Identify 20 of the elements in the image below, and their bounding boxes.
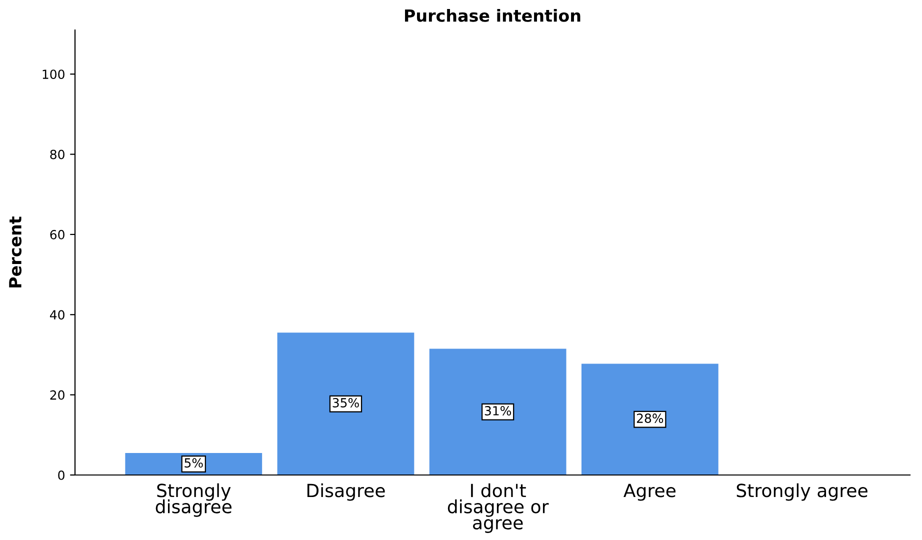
y-tick-label: 100 [42, 70, 64, 80]
y-tick-label: 60 [50, 230, 64, 240]
y-tick-label: 80 [50, 150, 64, 160]
data-label: 28% [636, 414, 664, 423]
x-tick-label: Agree [624, 484, 676, 501]
data-label: 5% [184, 458, 203, 468]
x-tick-label: Disagree [307, 483, 385, 501]
bar [581, 364, 718, 475]
y-axis-title: Percent [9, 216, 22, 288]
chart-title: Purchase intention [405, 9, 580, 22]
data-label: 31% [484, 406, 512, 416]
x-tick-label: Strongly agree [736, 483, 868, 501]
y-tick-label: 0 [58, 470, 64, 480]
data-label: 35% [332, 398, 359, 408]
x-tick-label: I don't disagree or agree [448, 483, 549, 534]
bar [277, 332, 414, 475]
y-tick-label: 20 [50, 390, 64, 400]
bar [429, 348, 566, 475]
x-tick-label: Strongly disagree [156, 483, 232, 517]
y-tick-label: 40 [50, 310, 64, 320]
